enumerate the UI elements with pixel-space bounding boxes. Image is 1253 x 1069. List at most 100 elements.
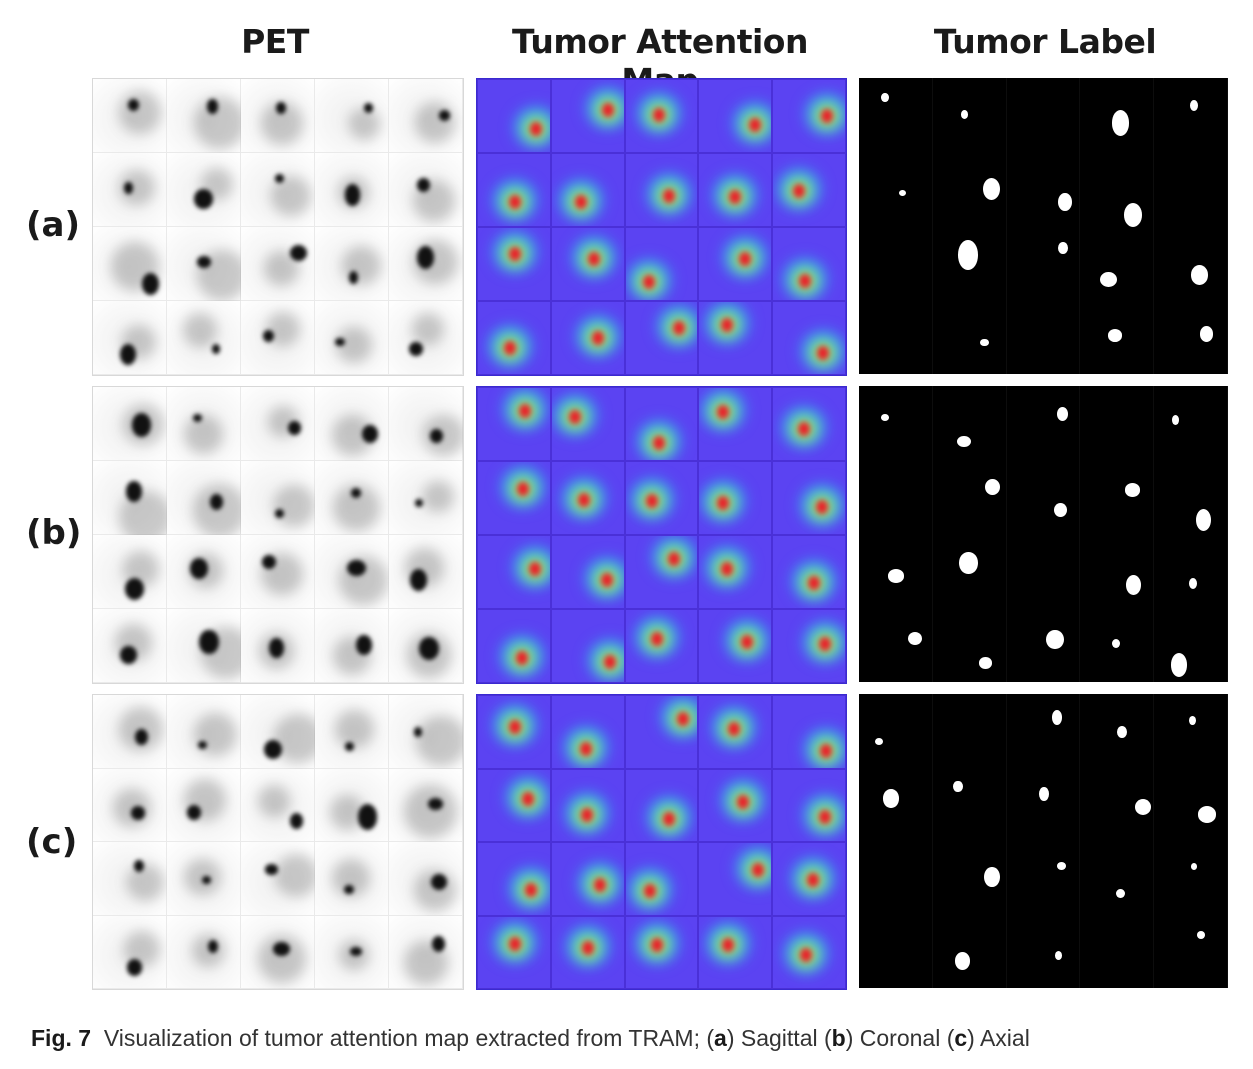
tumor-label-tile xyxy=(933,226,1007,300)
caption-c: c xyxy=(954,1025,968,1051)
tumor-label-tile xyxy=(859,694,933,768)
attention-map-tile xyxy=(772,915,846,989)
tumor-label-tile xyxy=(859,226,933,300)
pet-image-tile xyxy=(241,387,315,461)
attention-map-tile xyxy=(698,842,773,916)
pet-image-tile xyxy=(93,535,167,609)
attention-map-tile xyxy=(698,387,773,461)
attention-map-tile xyxy=(477,461,551,535)
attention-map-tile xyxy=(772,387,846,461)
attention-map-tile xyxy=(477,695,551,769)
attention-map-tile xyxy=(772,768,846,842)
pet-image-tile xyxy=(167,768,241,842)
pet-image-tile xyxy=(241,461,315,535)
caption-text: Visualization of tumor attention map ext… xyxy=(103,1025,715,1051)
attention-map-tile xyxy=(772,842,846,916)
pet-image-tile xyxy=(93,301,167,375)
pet-image-tile xyxy=(93,609,167,683)
attention-map-tile xyxy=(477,842,551,916)
tumor-label-tile xyxy=(933,152,1007,226)
label-panel-coronal xyxy=(859,386,1228,682)
caption-text: ) Sagittal ( xyxy=(726,1025,832,1051)
tumor-label-tile xyxy=(1080,767,1155,841)
pet-image-tile xyxy=(315,535,389,609)
column-title-tumor-label: Tumor Label xyxy=(933,22,1157,61)
pet-image-tile xyxy=(167,842,241,916)
attention-map-tile xyxy=(624,79,699,153)
attention-map-tile xyxy=(624,915,699,989)
tumor-label-tile xyxy=(1154,300,1228,374)
tumor-label-tile xyxy=(1154,78,1228,152)
pet-image-tile xyxy=(93,461,172,544)
attention-map-tile xyxy=(624,301,699,375)
pet-image-tile xyxy=(241,842,319,916)
pet-image-tile xyxy=(315,695,389,769)
pet-image-tile xyxy=(389,768,463,842)
tumor-label-tile xyxy=(859,914,933,988)
attention-map-tile xyxy=(477,535,551,609)
tumor-label-tile xyxy=(1080,694,1155,768)
tumor-label-tile xyxy=(859,152,933,226)
tumor-label-tile xyxy=(933,841,1007,915)
attention-map-tile xyxy=(624,842,699,916)
tumor-label-tile xyxy=(859,841,933,915)
attention-map-tile xyxy=(624,227,699,301)
tumor-label-tile xyxy=(859,767,933,841)
attention-map-tile xyxy=(772,301,846,375)
attention-map-tile xyxy=(698,609,773,683)
attention-map-tile xyxy=(550,535,625,609)
attention-map-tile xyxy=(550,387,625,461)
pet-image-tile xyxy=(93,387,167,461)
pet-image-tile xyxy=(93,79,167,153)
pet-panel-coronal xyxy=(92,386,464,684)
pet-image-tile xyxy=(315,227,389,301)
attention-map-tile xyxy=(477,79,551,153)
tumor-label-tile xyxy=(1080,460,1155,534)
attention-map-tile xyxy=(698,915,773,989)
attention-map-tile xyxy=(698,227,773,301)
attention-map-tile xyxy=(550,915,625,989)
attention-map-tile xyxy=(698,79,773,153)
tumor-label-tile xyxy=(1007,534,1081,608)
tumor-label-tile xyxy=(1080,300,1155,374)
attention-map-tile xyxy=(624,695,699,769)
pet-image-tile xyxy=(315,842,389,916)
attention-map-tile xyxy=(698,461,773,535)
attention-panel-sagittal xyxy=(476,78,847,376)
attention-map-tile xyxy=(772,227,846,301)
attention-map-tile xyxy=(550,609,625,683)
attention-map-tile xyxy=(477,227,551,301)
attention-map-tile xyxy=(550,842,625,916)
pet-image-tile xyxy=(167,227,249,302)
pet-image-tile xyxy=(315,461,389,535)
tumor-label-tile xyxy=(859,300,933,374)
pet-image-tile xyxy=(315,915,389,989)
attention-map-tile xyxy=(624,535,699,609)
pet-image-tile xyxy=(241,153,315,227)
tumor-label-tile xyxy=(1080,226,1155,300)
tumor-label-tile xyxy=(1154,226,1228,300)
pet-image-tile xyxy=(389,461,463,535)
pet-image-tile xyxy=(93,768,167,842)
tumor-label-tile xyxy=(1080,78,1155,152)
attention-map-tile xyxy=(772,461,846,535)
tumor-label-tile xyxy=(859,78,933,152)
pet-image-tile xyxy=(241,695,324,769)
attention-map-tile xyxy=(477,301,551,375)
caption-a: a xyxy=(714,1025,727,1051)
pet-image-tile xyxy=(241,609,315,683)
pet-image-tile xyxy=(315,609,389,683)
pet-image-tile xyxy=(93,915,167,989)
row-label-a: (a) xyxy=(26,205,81,245)
attention-map-tile xyxy=(477,387,551,461)
attention-map-tile xyxy=(477,768,551,842)
pet-image-tile xyxy=(241,301,315,375)
tumor-label-tile xyxy=(1154,386,1228,460)
attention-panel-coronal xyxy=(476,386,847,684)
pet-image-tile xyxy=(241,227,315,301)
pet-image-tile xyxy=(389,695,463,769)
tumor-label-tile xyxy=(1007,694,1081,768)
pet-image-tile xyxy=(167,387,241,461)
pet-image-tile xyxy=(389,387,463,461)
tumor-label-tile xyxy=(1080,841,1155,915)
